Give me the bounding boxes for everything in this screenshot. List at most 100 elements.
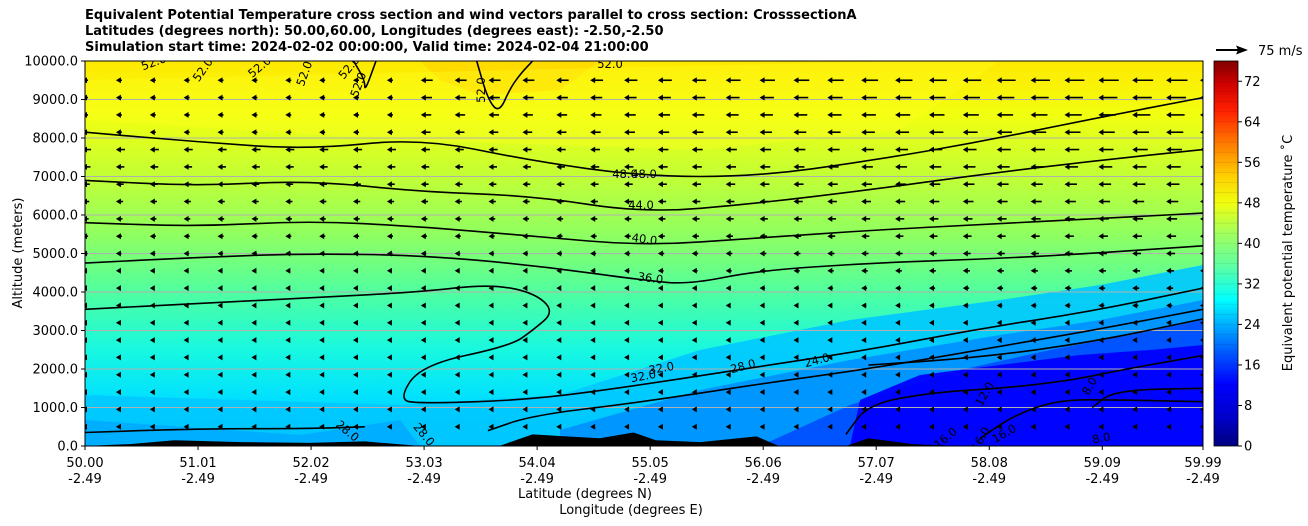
wind-vector-arrow bbox=[115, 198, 124, 205]
wind-vector-arrow bbox=[1132, 371, 1138, 378]
wind-vector-arrow bbox=[454, 77, 467, 84]
wind-vector-arrow bbox=[1030, 267, 1038, 274]
wind-vector-arrow bbox=[861, 198, 872, 205]
wind-vector-arrow bbox=[1200, 95, 1203, 100]
wind-vector-arrow bbox=[691, 267, 698, 274]
wind-vector-arrow bbox=[725, 233, 733, 240]
wind-vector-arrow bbox=[353, 146, 363, 153]
wind-vector-arrow bbox=[1098, 389, 1104, 396]
wind-vector-arrow bbox=[1200, 303, 1203, 308]
wind-vector-arrow bbox=[556, 389, 562, 396]
wind-vector-arrow bbox=[827, 198, 837, 205]
wind-vector-arrow bbox=[488, 302, 494, 309]
wind-vector-arrow bbox=[895, 198, 906, 205]
wind-vector-arrow bbox=[1132, 354, 1138, 361]
wind-vector-arrow bbox=[657, 406, 663, 413]
wind-vector-arrow bbox=[353, 389, 358, 396]
wind-vector-arrow bbox=[1098, 423, 1104, 430]
wind-vector-arrow bbox=[929, 198, 940, 205]
wind-vector-arrow bbox=[590, 181, 599, 188]
wind-vector-arrow bbox=[1166, 285, 1174, 292]
wind-vector-arrow bbox=[1030, 337, 1036, 344]
wind-vector-arrow bbox=[556, 423, 562, 430]
y-tick-label: 2000.0 bbox=[33, 363, 79, 378]
wind-vector-arrow bbox=[420, 354, 426, 361]
colorbar-tick-label: 48 bbox=[1244, 196, 1261, 211]
wind-vector-arrow bbox=[996, 233, 1006, 240]
wind-vector-arrow bbox=[624, 389, 630, 396]
wind-vector-arrow bbox=[657, 389, 663, 396]
wind-vector-arrow bbox=[624, 129, 635, 136]
wind-vector-arrow bbox=[115, 285, 121, 292]
wind-vector-arrow bbox=[929, 337, 934, 344]
wind-vector-arrow bbox=[556, 319, 562, 326]
wind-vector-arrow bbox=[657, 181, 667, 188]
wind-vector-arrow bbox=[420, 337, 426, 344]
wind-vector-arrow bbox=[556, 198, 564, 205]
wind-vector-arrow bbox=[115, 111, 122, 118]
wind-vector-arrow bbox=[556, 233, 563, 240]
wind-vector-arrow bbox=[149, 354, 155, 361]
wind-vector-arrow bbox=[657, 163, 668, 170]
wind-vector-arrow bbox=[1166, 233, 1177, 240]
contour-lines bbox=[85, 61, 1203, 439]
wind-vector-arrow bbox=[895, 181, 907, 188]
wind-vector-arrow bbox=[285, 337, 291, 344]
wind-vector-arrow bbox=[1132, 111, 1151, 118]
wind-vector-arrow bbox=[624, 267, 630, 274]
wind-vector-arrow bbox=[1064, 111, 1082, 118]
wind-vector-arrow bbox=[183, 146, 193, 153]
wind-vector-arrow bbox=[217, 285, 223, 292]
wind-vector-arrow bbox=[488, 285, 494, 292]
wind-vector-arrow bbox=[725, 389, 731, 396]
wind-vector-arrow bbox=[386, 354, 392, 361]
wind-vector-arrow bbox=[386, 198, 395, 205]
wind-vector-arrow bbox=[353, 285, 358, 292]
wind-vector-arrow bbox=[590, 77, 604, 84]
wind-vector-arrow bbox=[1030, 389, 1036, 396]
chart-title-line-1: Equivalent Potential Temperature cross s… bbox=[85, 8, 857, 23]
wind-vector-arrow bbox=[895, 163, 908, 170]
wind-vector-arrow bbox=[285, 354, 291, 361]
wind-vector-arrow bbox=[522, 389, 528, 396]
wind-vector-arrow bbox=[657, 111, 671, 118]
wind-vector-arrow bbox=[556, 250, 563, 257]
wind-vector-arrow bbox=[420, 163, 430, 170]
wind-vector-arrow bbox=[1132, 337, 1138, 344]
wind-vector-arrow bbox=[319, 233, 326, 240]
wind-vector-arrow bbox=[149, 129, 156, 136]
contour-label: 24.0 bbox=[803, 350, 831, 370]
wind-vector-arrow bbox=[488, 354, 494, 361]
wind-vector-arrow bbox=[759, 354, 765, 361]
wind-vector-arrow bbox=[115, 181, 124, 188]
wind-vector-arrow bbox=[861, 354, 867, 361]
wind-vector-arrow bbox=[183, 111, 190, 118]
wind-vector-arrow bbox=[115, 233, 122, 240]
wind-vector-arrow bbox=[454, 337, 460, 344]
wind-vector-arrow bbox=[827, 146, 840, 153]
wind-vector-arrow bbox=[454, 146, 464, 153]
wind-vector-arrow bbox=[895, 94, 912, 101]
wind-vector-arrow bbox=[691, 423, 697, 430]
wind-vector-arrow bbox=[454, 215, 462, 222]
wind-vector-arrow bbox=[319, 302, 325, 309]
wind-vector-arrow bbox=[1166, 337, 1172, 344]
wind-vector-arrow bbox=[996, 267, 1004, 274]
wind-vector-arrow bbox=[657, 198, 667, 205]
wind-vector-arrow bbox=[1098, 181, 1112, 188]
wind-vector-arrow bbox=[996, 337, 1002, 344]
wind-vector-arrow bbox=[522, 181, 531, 188]
wind-vector-arrow bbox=[1064, 423, 1070, 430]
wind-vector-arrow bbox=[217, 423, 223, 430]
wind-vector-arrow bbox=[590, 389, 596, 396]
wind-vector-arrow bbox=[1064, 354, 1070, 361]
contour-line-32 bbox=[85, 285, 1203, 404]
wind-vector-arrow bbox=[691, 371, 697, 378]
wind-vector-arrow bbox=[1098, 215, 1109, 222]
wind-vector-arrow bbox=[183, 389, 189, 396]
wind-vector-arrow bbox=[996, 371, 1002, 378]
wind-vector-arrow bbox=[624, 371, 630, 378]
wind-vector-arrow bbox=[929, 354, 934, 361]
wind-vector-arrow bbox=[962, 337, 968, 344]
wind-vector-arrow bbox=[353, 77, 360, 84]
